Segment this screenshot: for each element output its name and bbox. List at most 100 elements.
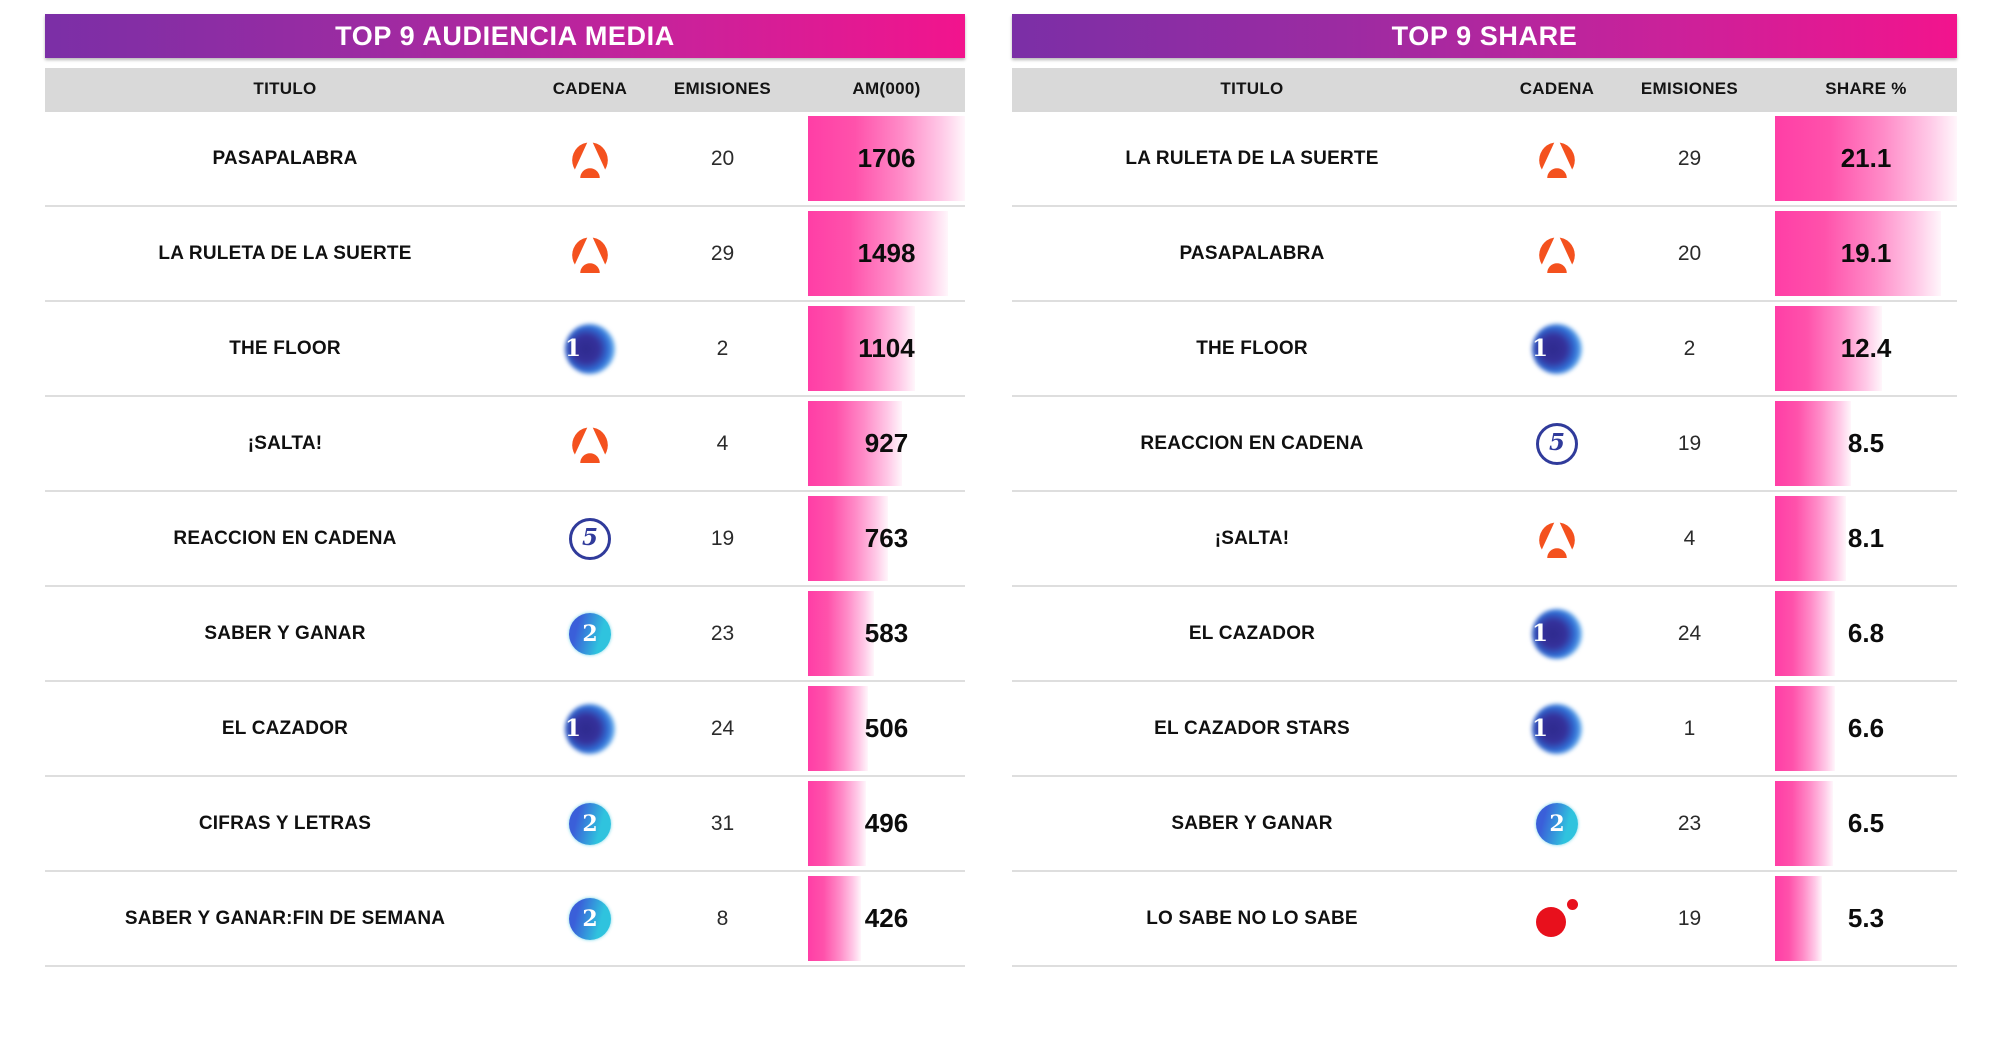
value-label: 1706 — [857, 143, 916, 173]
la1-channel-logo: 1 — [1532, 608, 1582, 659]
antena3-channel-logo — [1534, 136, 1580, 182]
emisiones-value: 20 — [1677, 241, 1702, 265]
emisiones-value: 24 — [1677, 621, 1702, 645]
emisiones-value: 29 — [710, 241, 735, 265]
value-label: 1498 — [857, 238, 916, 268]
value-bar — [1775, 591, 1836, 676]
emisiones-value: 24 — [710, 716, 735, 740]
la1-channel-logo: 1 — [565, 703, 615, 754]
la1-logo-icon: 1 — [565, 703, 615, 754]
table-row: ¡SALTA! 4 927 — [45, 397, 965, 492]
value-label: 21.1 — [1840, 143, 1892, 173]
channel-cell: 1 — [1492, 703, 1622, 754]
antena3-channel-logo — [567, 421, 613, 467]
value-cell: 5.3 — [1775, 872, 1957, 965]
value-bar — [1775, 781, 1834, 866]
emisiones-value: 19 — [1677, 431, 1702, 455]
value-label: 8.1 — [1847, 523, 1885, 553]
antena3-logo-icon — [1537, 136, 1577, 179]
program-title: REACCION EN CADENA — [173, 527, 397, 549]
program-title: CIFRAS Y LETRAS — [198, 812, 372, 834]
table-body: LA RULETA DE LA SUERTE 29 21.1 PASAPALAB… — [1012, 110, 1957, 967]
program-title: ¡SALTA! — [247, 432, 323, 454]
telecinco-channel-logo: 5 — [569, 517, 611, 560]
value-label: 19.1 — [1840, 238, 1892, 268]
value-label: 496 — [864, 808, 909, 838]
column-header-row: TITULO CADENA EMISIONES SHARE % — [1012, 68, 1957, 110]
la2-logo-icon: 2 — [569, 612, 611, 655]
value-bar — [1775, 876, 1823, 961]
antena3-logo-icon — [1537, 231, 1577, 274]
program-title: PASAPALABRA — [212, 147, 358, 169]
telecinco-logo-icon: 5 — [569, 517, 611, 560]
program-title: THE FLOOR — [1196, 337, 1308, 359]
channel-cell — [1492, 516, 1622, 562]
value-bar — [808, 496, 889, 581]
red-dot-logo-icon — [1533, 898, 1581, 940]
column-header-am: AM(000) — [852, 79, 921, 98]
table-row: LA RULETA DE LA SUERTE 29 21.1 — [1012, 112, 1957, 207]
table-row: REACCION EN CADENA 5 19 763 — [45, 492, 965, 587]
antena3-channel-logo — [1534, 231, 1580, 277]
column-header-share: SHARE % — [1825, 79, 1907, 98]
table-row: EL CAZADOR 1 24 506 — [45, 682, 965, 777]
value-bar — [1775, 686, 1836, 771]
la2-channel-logo: 2 — [569, 897, 611, 940]
column-header-titulo: TITULO — [1220, 79, 1284, 98]
value-bar — [1775, 496, 1846, 581]
emisiones-value: 19 — [1677, 906, 1702, 930]
channel-cell: 1 — [525, 323, 655, 374]
la2-channel-logo: 2 — [1536, 802, 1578, 845]
channel-cell: 5 — [525, 517, 655, 560]
la1-logo-icon: 1 — [565, 323, 615, 374]
antena3-channel-logo — [567, 136, 613, 182]
channel-cell: 1 — [525, 703, 655, 754]
value-cell: 6.6 — [1775, 682, 1957, 775]
value-cell: 21.1 — [1775, 112, 1957, 205]
channel-cell: 2 — [525, 802, 655, 845]
value-cell: 927 — [808, 397, 965, 490]
la2-channel-logo: 2 — [569, 802, 611, 845]
emisiones-value: 1 — [1683, 716, 1696, 740]
value-bar — [808, 306, 915, 391]
value-cell: 1706 — [808, 112, 965, 205]
value-bar — [1775, 116, 1957, 201]
channel-cell: 5 — [1492, 422, 1622, 465]
value-cell: 496 — [808, 777, 965, 870]
value-label: 426 — [864, 903, 909, 933]
table-title-share: TOP 9 SHARE — [1012, 14, 1957, 58]
antena3-channel-logo — [1534, 516, 1580, 562]
la2-channel-logo: 2 — [569, 612, 611, 655]
program-title: LA RULETA DE LA SUERTE — [158, 242, 412, 264]
value-bar — [1775, 306, 1883, 391]
value-cell: 1498 — [808, 207, 965, 300]
table-row: SABER Y GANAR 2 23 6.5 — [1012, 777, 1957, 872]
value-cell: 506 — [808, 682, 965, 775]
table-body: PASAPALABRA 20 1706 LA RULETA DE LA SUER… — [45, 110, 965, 967]
channel-cell: 2 — [525, 612, 655, 655]
program-title: REACCION EN CADENA — [1140, 432, 1364, 454]
channel-cell — [525, 231, 655, 277]
telecinco-logo-icon: 5 — [1536, 422, 1578, 465]
table-row: ¡SALTA! 4 8.1 — [1012, 492, 1957, 587]
value-cell: 1104 — [808, 302, 965, 395]
channel-cell: 1 — [1492, 608, 1622, 659]
program-title: EL CAZADOR STARS — [1154, 717, 1350, 739]
value-bar — [1775, 211, 1941, 296]
telecinco-channel-logo: 5 — [1536, 422, 1578, 465]
column-header-emisiones: EMISIONES — [673, 79, 772, 98]
table-title-audiencia-media: TOP 9 AUDIENCIA MEDIA — [45, 14, 965, 58]
value-label: 8.5 — [1847, 428, 1885, 458]
value-bar — [808, 401, 903, 486]
emisiones-value: 23 — [710, 621, 735, 645]
antena3-logo-icon — [570, 136, 610, 179]
reddot-channel-logo — [1533, 898, 1581, 940]
program-title: THE FLOOR — [229, 337, 341, 359]
value-label: 583 — [864, 618, 909, 648]
antena3-channel-logo — [567, 231, 613, 277]
table-row: CIFRAS Y LETRAS 2 31 496 — [45, 777, 965, 872]
table-row: SABER Y GANAR:FIN DE SEMANA 2 8 426 — [45, 872, 965, 967]
program-title: SABER Y GANAR — [204, 622, 366, 644]
table-row: LO SABE NO LO SABE 19 5.3 — [1012, 872, 1957, 967]
antena3-logo-icon — [570, 231, 610, 274]
